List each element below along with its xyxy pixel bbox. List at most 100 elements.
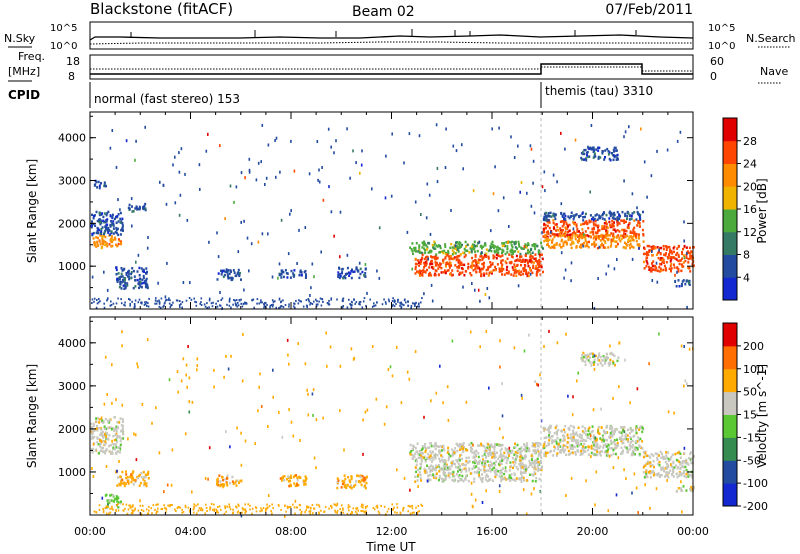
data-cell: [111, 244, 114, 248]
data-cell: [97, 228, 100, 232]
data-cell: [663, 261, 665, 264]
ground-cell: [408, 505, 411, 508]
data-cell: [540, 265, 543, 269]
data-cell: [514, 458, 517, 461]
data-cell: [105, 220, 108, 223]
data-cell: [99, 440, 102, 444]
ground-cell: [362, 504, 364, 507]
data-cell: [623, 425, 626, 429]
data-cell: [629, 214, 631, 218]
data-cell: [580, 152, 583, 155]
data-cell: [481, 473, 484, 476]
data-cell: [588, 240, 590, 244]
scatter-cell: [544, 189, 546, 193]
data-cell: [556, 233, 559, 236]
data-cell: [651, 264, 654, 268]
scatter-cell: [322, 416, 324, 420]
ground-cell: [393, 506, 395, 509]
data-cell: [492, 455, 495, 458]
data-cell: [579, 433, 582, 436]
data-cell: [556, 452, 559, 455]
data-cell: [112, 227, 115, 230]
scatter-cell: [686, 382, 688, 386]
data-cell: [107, 500, 110, 504]
data-cell: [364, 275, 367, 278]
data-cell: [593, 442, 596, 445]
data-cell: [280, 479, 283, 482]
scatter-cell: [248, 157, 251, 161]
data-cell: [484, 451, 487, 454]
ground-cell: [103, 302, 105, 305]
data-cell: [557, 443, 560, 446]
data-cell: [113, 236, 116, 239]
data-cell: [295, 474, 298, 477]
data-cell: [226, 271, 229, 274]
data-cell: [662, 457, 665, 461]
scatter-cell: [278, 262, 281, 266]
ground-cell: [399, 301, 401, 304]
data-cell: [668, 253, 670, 257]
data-cell: [559, 234, 562, 237]
data-cell: [132, 269, 135, 273]
data-cell: [604, 149, 607, 152]
data-cell: [131, 478, 134, 481]
data-cell: [518, 447, 521, 451]
scatter-cell: [534, 443, 536, 447]
data-cell: [543, 218, 546, 222]
data-cell: [611, 225, 613, 228]
ground-cell: [378, 512, 381, 515]
data-cell: [592, 237, 595, 240]
data-cell: [130, 276, 133, 280]
data-cell: [501, 471, 503, 475]
data-cell: [523, 444, 526, 447]
data-cell: [505, 268, 508, 271]
data-cell: [98, 445, 101, 448]
data-cell: [608, 364, 611, 367]
data-cell: [450, 274, 453, 277]
data-cell: [569, 447, 572, 451]
data-cell: [580, 451, 583, 455]
data-cell: [629, 448, 631, 451]
data-cell: [359, 475, 362, 479]
data-cell: [224, 478, 227, 481]
data-cell: [503, 477, 506, 481]
data-cell: [454, 252, 457, 255]
data-cell: [609, 214, 612, 217]
data-cell: [626, 438, 629, 441]
data-cell: [676, 266, 679, 270]
data-cell: [591, 361, 594, 364]
scatter-cell: [169, 504, 171, 508]
data-cell: [497, 470, 500, 473]
scatter-cell: [649, 506, 651, 510]
data-cell: [142, 207, 145, 211]
data-cell: [531, 255, 534, 258]
ground-cell: [235, 505, 237, 508]
data-cell: [523, 269, 525, 273]
data-cell: [601, 152, 604, 155]
data-cell: [609, 245, 612, 248]
data-cell: [409, 451, 412, 455]
data-cell: [435, 253, 438, 256]
data-cell: [604, 246, 607, 249]
data-cell: [510, 464, 513, 468]
data-cell: [450, 461, 453, 464]
data-cell: [589, 432, 591, 436]
data-cell: [533, 245, 536, 248]
data-cell: [481, 267, 484, 271]
data-cell: [598, 237, 600, 240]
data-cell: [224, 270, 227, 274]
data-cell: [226, 484, 229, 487]
ground-cell: [133, 306, 136, 309]
data-cell: [117, 233, 120, 237]
scatter-cell: [471, 504, 474, 508]
data-cell: [453, 244, 456, 247]
data-cell: [586, 154, 588, 157]
data-cell: [588, 426, 591, 429]
data-cell: [505, 478, 507, 481]
data-cell: [145, 272, 148, 275]
data-cell: [121, 478, 124, 482]
data-cell: [590, 364, 593, 367]
data-cell: [579, 243, 582, 247]
colorbar-tick-label: 12: [743, 226, 757, 239]
data-cell: [689, 255, 692, 258]
